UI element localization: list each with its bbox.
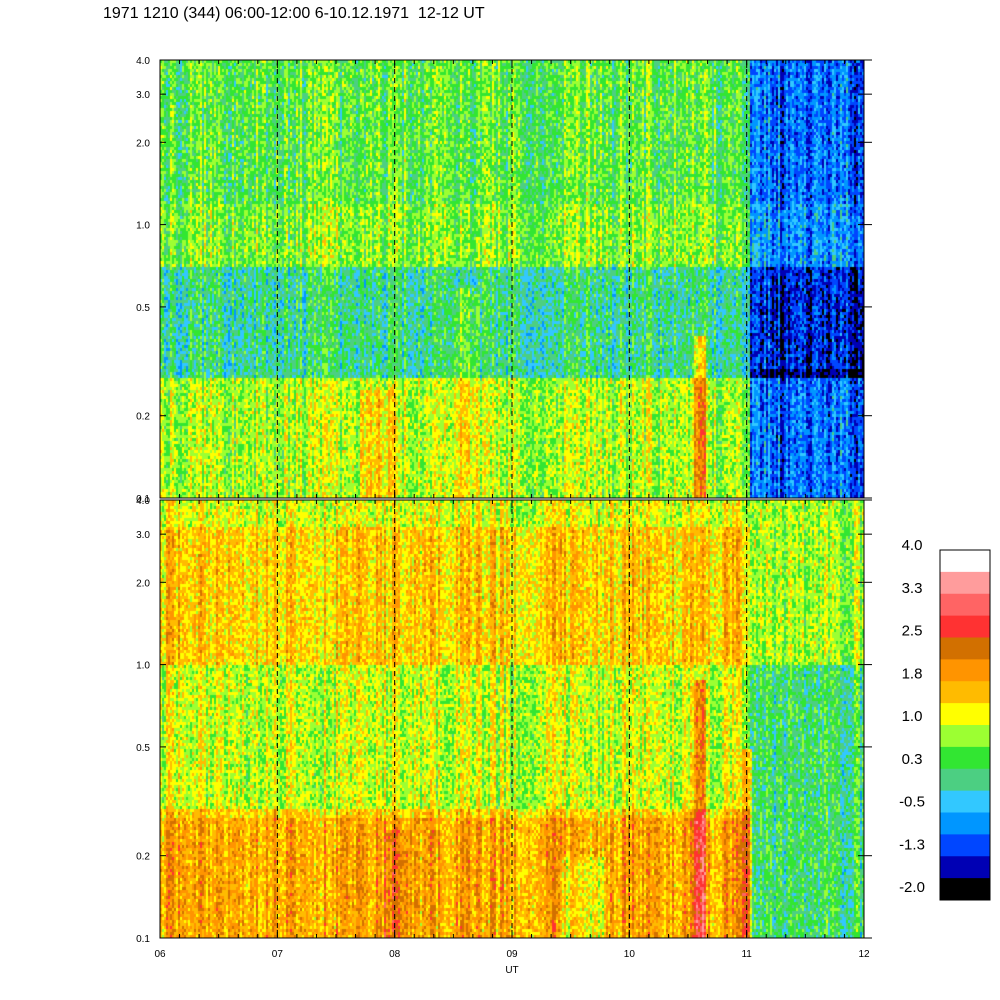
colorbar-swatch-8 bbox=[940, 725, 990, 748]
colorbar-swatch-9 bbox=[940, 746, 990, 770]
colorbar-swatch-0 bbox=[940, 550, 990, 573]
y-tick-label-bottom-5: 3.0 bbox=[136, 530, 150, 541]
colorbar-swatch-11 bbox=[940, 790, 990, 813]
colorbar-swatch-3 bbox=[940, 615, 990, 638]
y-tick-label-bottom-4: 2.0 bbox=[136, 578, 150, 589]
y-tick-label-top-6: 4.0 bbox=[136, 56, 150, 67]
colorbar-label-3: 1.8 bbox=[902, 665, 923, 682]
colorbar-swatch-15 bbox=[940, 878, 990, 901]
x-tick-label-4: 10 bbox=[624, 949, 636, 960]
colorbar-swatch-10 bbox=[940, 768, 990, 792]
x-axis-label: UT bbox=[505, 965, 518, 976]
colorbar-swatch-7 bbox=[940, 703, 990, 726]
y-tick-label-bottom-3: 1.0 bbox=[136, 661, 150, 672]
colorbar-label-0: 4.0 bbox=[902, 537, 923, 554]
colorbar-swatch-12 bbox=[940, 812, 990, 835]
y-tick-label-bottom-6: 4.0 bbox=[136, 496, 150, 507]
y-tick-label-bottom-0: 0.1 bbox=[136, 934, 150, 945]
colorbar-frame bbox=[939, 549, 991, 901]
y-tick-label-top-2: 0.5 bbox=[136, 303, 150, 314]
x-tick-label-6: 12 bbox=[858, 949, 870, 960]
y-tick-label-top-5: 3.0 bbox=[136, 90, 150, 101]
x-tick-label-5: 11 bbox=[741, 949, 752, 960]
x-tick-label-3: 09 bbox=[506, 949, 518, 960]
colorbar-swatch-1 bbox=[940, 571, 990, 595]
colorbar-label-2: 2.5 bbox=[902, 623, 923, 640]
colorbar-swatch-14 bbox=[940, 856, 990, 879]
colorbar-label-7: -1.3 bbox=[899, 836, 925, 853]
colorbar-label-1: 3.3 bbox=[902, 580, 923, 597]
y-tick-label-top-1: 0.2 bbox=[136, 412, 150, 423]
x-tick-label-0: 06 bbox=[154, 949, 166, 960]
colorbar-swatch-4 bbox=[940, 637, 990, 660]
y-tick-label-bottom-1: 0.2 bbox=[136, 852, 150, 863]
colorbar-swatch-5 bbox=[940, 659, 990, 682]
colorbar-label-5: 0.3 bbox=[902, 751, 923, 768]
colorbar-swatch-6 bbox=[940, 681, 990, 704]
colorbar-label-8: -2.0 bbox=[899, 879, 925, 896]
colorbar-swatch-13 bbox=[940, 834, 990, 857]
y-tick-label-bottom-2: 0.5 bbox=[136, 743, 150, 754]
y-tick-label-top-0: 0.1 bbox=[136, 494, 150, 505]
y-tick-label-top-3: 1.0 bbox=[136, 221, 150, 232]
x-tick-label-1: 07 bbox=[272, 949, 284, 960]
y-tick-label-top-4: 2.0 bbox=[136, 138, 150, 149]
colorbar-label-4: 1.0 bbox=[902, 708, 923, 725]
chart-title: 1971 1210 (344) 06:00-12:00 6-10.12.1971… bbox=[103, 5, 485, 22]
x-tick-label-2: 08 bbox=[389, 949, 401, 960]
colorbar-label-6: -0.5 bbox=[899, 794, 925, 811]
colorbar-swatch-2 bbox=[940, 593, 990, 617]
